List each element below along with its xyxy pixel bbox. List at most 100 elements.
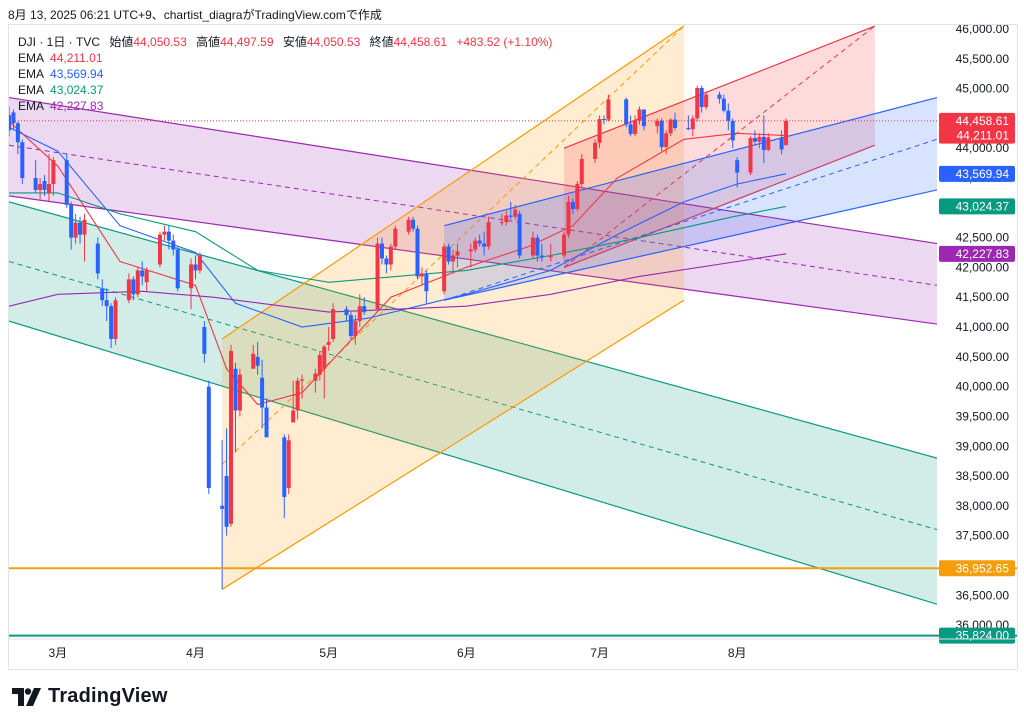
ema3-tag-text: 43,024.37 [956,199,1010,213]
candle [415,228,420,277]
candle [171,240,176,250]
candle [562,234,567,256]
ema2-tag-text: 43,569.94 [956,167,1010,181]
y-tick-label: 38,500.00 [956,469,1010,483]
ema-row-1[interactable]: EMA 44,211.01 [18,50,558,66]
candle [202,327,207,354]
candle [348,315,353,336]
candle [486,222,491,247]
orange-up-channel-mid [221,25,685,465]
candle [286,440,291,488]
candle [579,158,584,184]
chart-frame[interactable]: 36,000.0036,500.0037,000.0037,500.0038,0… [8,24,1018,670]
ema-label-3: EMA [18,83,45,97]
candle [193,264,198,271]
blue-up-channel-lower [444,189,937,301]
candle [482,243,487,247]
ema-label-2: EMA [18,67,45,81]
chart-legend: DJI · 1日 · TVC 始値44,050.53 高値44,497.59 安… [18,34,558,114]
candle [255,356,260,366]
y-tick-label: 45,000.00 [956,82,1010,96]
candle [264,407,269,438]
y-tick-label: 40,500.00 [956,350,1010,364]
tradingview-logo-icon [12,687,41,706]
x-tick-label: 8月 [728,646,747,660]
candle [175,249,180,289]
red-up-channel-fill [564,26,875,268]
low-value: 44,050.53 [306,35,361,49]
candle [446,246,451,262]
y-tick-label: 40,000.00 [956,380,1010,394]
candle [411,219,416,229]
candle [317,355,322,375]
tradingview-logo[interactable]: TradingView [12,685,168,708]
x-tick-label: 4月 [186,646,205,660]
close-label: 終値 [369,35,394,49]
candle [233,368,238,411]
candle [95,243,100,274]
candle [206,386,211,488]
candle [442,246,447,292]
candle [126,279,131,301]
y-tick-label: 44,000.00 [956,141,1010,155]
candle [313,373,318,381]
candle [566,201,571,235]
candle [46,183,51,193]
purple-down-channel-mid [9,144,937,286]
candle [326,341,331,345]
candle [513,209,518,217]
candle [64,160,69,205]
candle [69,204,74,238]
candle [51,160,56,184]
purple-down-channel-upper [9,96,937,245]
candle [730,120,735,141]
y-tick-label: 39,500.00 [956,409,1010,423]
candle [695,88,700,119]
candle [504,215,509,223]
ema-row-4[interactable]: EMA 42,227.83 [18,98,558,114]
candle [15,123,20,143]
candle [220,505,225,509]
y-tick-label: 42,500.00 [956,231,1010,245]
red-up-channel-mid [563,25,876,268]
candle [157,234,162,265]
candle [451,255,456,262]
candle [38,183,43,190]
teal-down-channel-fill [9,201,937,605]
last-price-tag [939,112,1015,129]
support-tag-text: 36,952.65 [956,561,1010,575]
candle [162,231,167,235]
x-tick-label: 5月 [319,646,338,660]
orange-up-channel-upper [221,25,685,340]
x-tick-label: 7月 [590,646,609,660]
candle [424,273,429,292]
ema-line-2 [9,126,787,328]
candle [104,300,109,307]
ema-row-2[interactable]: EMA 43,569.94 [18,66,558,82]
blue-up-channel-mid [443,138,937,301]
candle [748,138,753,173]
close-value: 44,458.61 [393,35,448,49]
candle [606,99,611,120]
candle [668,119,673,134]
ema-value-2: 43,569.94 [50,67,104,81]
ohlc-row: DJI · 1日 · TVC 始値44,050.53 高値44,497.59 安… [18,34,558,50]
candle [726,110,731,121]
candle [633,120,638,134]
ema-line-4 [9,253,787,313]
candle [570,201,575,210]
candle [375,243,380,310]
change-value: +483.52 (+1.10%) [456,35,553,49]
candle [597,119,602,143]
symbol-label[interactable]: DJI · 1日 · TVC [18,35,101,49]
candle [251,353,256,369]
low-label: 安値 [282,35,307,49]
candle [530,237,535,256]
candle [508,215,513,217]
ema-row-3[interactable]: EMA 43,024.37 [18,82,558,98]
candle [388,246,393,265]
price-chart[interactable]: 36,000.0036,500.0037,000.0037,500.0038,0… [9,25,1017,669]
red-up-channel-upper [563,25,876,149]
chart-caption: 8月 13, 2025 06:21 UTC+9、chartist_diagraが… [8,8,382,22]
candle [362,306,367,313]
